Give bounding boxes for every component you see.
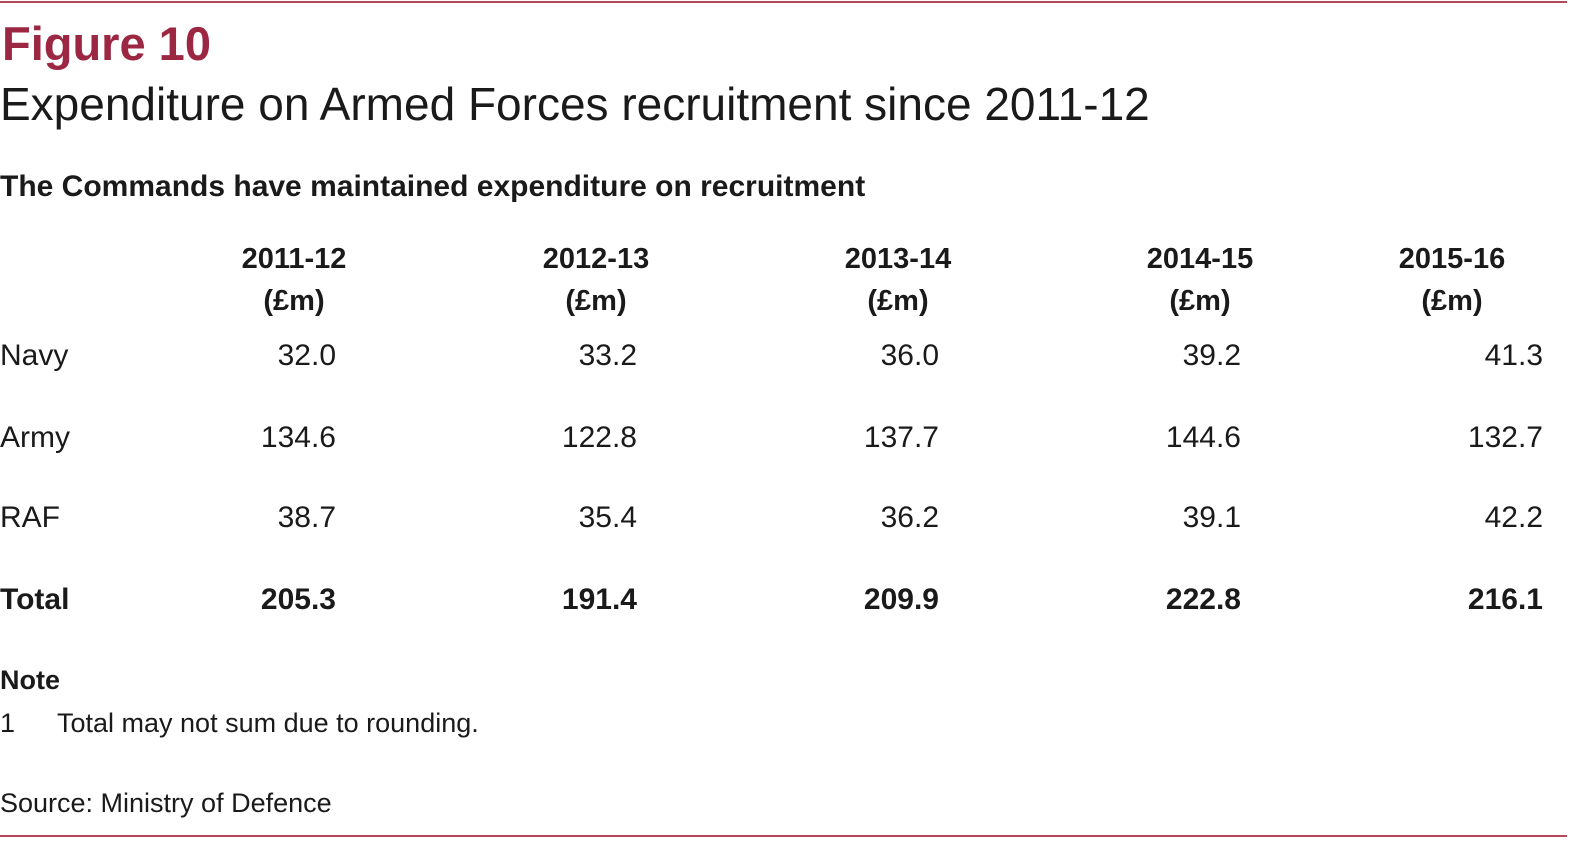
figure-subtitle: The Commands have maintained expenditure…	[0, 170, 866, 203]
row-label: RAF	[0, 501, 60, 534]
table-cell: 222.8	[1165, 583, 1241, 616]
column-header-2015-16: 2015-16 (£m)	[1342, 238, 1562, 322]
table-cell: 216.1	[1467, 583, 1543, 616]
row-label: Navy	[0, 339, 69, 372]
column-header-2012-13: 2012-13 (£m)	[486, 238, 706, 322]
column-unit: (£m)	[1421, 285, 1483, 317]
table-cell: 191.4	[561, 583, 637, 616]
table-cell: 205.3	[260, 583, 336, 616]
figure-label: Figure 10	[2, 17, 211, 70]
table-cell: 132.7	[1467, 421, 1543, 454]
table-cell: 42.2	[1484, 501, 1543, 534]
table-cell: 144.6	[1165, 421, 1241, 454]
top-rule	[0, 1, 1567, 3]
table-cell: 39.2	[1182, 339, 1241, 372]
column-header-2013-14: 2013-14 (£m)	[788, 238, 1008, 322]
column-header-2014-15: 2014-15 (£m)	[1090, 238, 1310, 322]
table-cell: 35.4	[578, 501, 637, 534]
column-unit: (£m)	[565, 285, 627, 317]
column-unit: (£m)	[867, 285, 929, 317]
column-year: 2014-15	[1146, 243, 1254, 275]
table-cell: 122.8	[561, 421, 637, 454]
bottom-rule	[0, 835, 1567, 837]
table-cell: 36.2	[880, 501, 939, 534]
column-year: 2015-16	[1398, 243, 1506, 275]
table-cell: 134.6	[260, 421, 336, 454]
table-cell: 39.1	[1182, 501, 1241, 534]
column-year: 2013-14	[844, 243, 952, 275]
column-unit: (£m)	[1169, 285, 1231, 317]
column-header-2011-12: 2011-12 (£m)	[184, 238, 404, 322]
row-label: Army	[0, 421, 70, 454]
table-cell: 137.7	[863, 421, 939, 454]
table-cell: 41.3	[1484, 339, 1543, 372]
column-year: 2012-13	[542, 243, 650, 275]
column-unit: (£m)	[263, 285, 325, 317]
note-heading: Note	[0, 665, 60, 695]
table-cell: 32.0	[277, 339, 336, 372]
note-number: 1	[0, 708, 16, 738]
table-cell: 209.9	[863, 583, 939, 616]
figure-title: Expenditure on Armed Forces recruitment …	[0, 78, 1150, 130]
row-label: Total	[0, 583, 70, 616]
column-year: 2011-12	[241, 243, 347, 275]
note-text: Total may not sum due to rounding.	[57, 708, 479, 738]
table-cell: 33.2	[578, 339, 637, 372]
source-line: Source: Ministry of Defence	[0, 788, 332, 818]
table-cell: 38.7	[277, 501, 336, 534]
table-cell: 36.0	[880, 339, 939, 372]
